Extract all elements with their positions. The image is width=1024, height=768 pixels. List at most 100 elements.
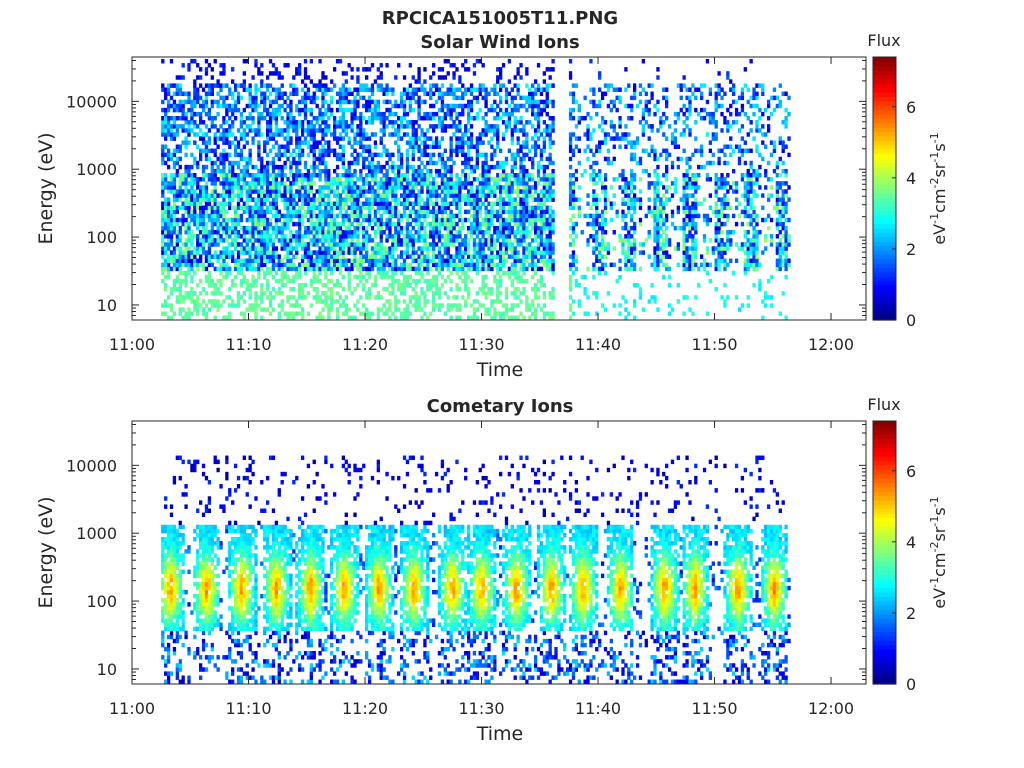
flux-cell <box>405 177 410 182</box>
flux-cell <box>499 250 503 255</box>
flux-cell <box>204 95 209 101</box>
flux-cell <box>292 246 296 251</box>
flux-cell <box>391 234 395 239</box>
flux-cell <box>166 217 171 223</box>
flux-cell <box>257 217 261 223</box>
flux-cell <box>437 173 442 178</box>
flux-cell <box>248 87 252 92</box>
flux-cell <box>484 103 488 109</box>
flux-cell <box>469 144 474 149</box>
flux-cell <box>190 173 194 178</box>
flux-cell <box>335 189 340 194</box>
flux-cell <box>338 156 343 162</box>
flux-cell <box>315 144 319 149</box>
flux-cell <box>260 164 264 170</box>
flux-cell <box>196 217 200 223</box>
flux-cell <box>321 197 325 202</box>
flux-cell <box>210 67 214 72</box>
flux-cell <box>300 221 305 227</box>
flux-cell <box>233 173 238 178</box>
flux-cell <box>201 99 206 105</box>
flux-cell <box>263 95 267 101</box>
flux-cell <box>373 193 378 198</box>
flux-cell <box>533 79 538 84</box>
flux-cell <box>429 173 433 178</box>
flux-cell <box>184 262 188 268</box>
flux-cell <box>169 95 174 101</box>
flux-cell <box>292 278 296 284</box>
flux-cell <box>260 173 264 178</box>
flux-cell <box>312 205 316 211</box>
flux-cell <box>464 282 468 288</box>
flux-cell <box>350 258 354 263</box>
flux-cell <box>347 173 351 178</box>
flux-cell <box>519 213 523 219</box>
flux-cell <box>245 185 249 190</box>
flux-cell <box>469 262 474 268</box>
flux-cell <box>420 246 424 251</box>
flux-cell <box>446 189 450 194</box>
flux-cell <box>373 181 378 186</box>
flux-cell <box>533 282 538 288</box>
flux-cell <box>353 132 357 137</box>
flux-cell <box>414 291 418 296</box>
flux-cell <box>265 124 270 129</box>
flux-cell <box>466 189 471 194</box>
flux-cell <box>481 193 485 198</box>
flux-cell <box>175 124 179 129</box>
flux-cell <box>280 115 284 121</box>
flux-cell <box>423 152 427 158</box>
flux-cell <box>525 120 529 125</box>
flux-cell <box>347 270 351 276</box>
flux-cell <box>184 111 188 117</box>
flux-cell <box>318 124 322 129</box>
flux-cell <box>283 136 287 141</box>
flux-cell <box>321 213 325 219</box>
flux-cell <box>239 136 244 141</box>
flux-cell <box>164 152 168 158</box>
flux-cell <box>324 124 328 129</box>
flux-cell <box>499 197 503 202</box>
flux-cell <box>391 91 395 97</box>
flux-cell <box>233 193 238 198</box>
flux-cell <box>309 221 313 227</box>
flux-cell <box>446 124 450 129</box>
flux-cell <box>464 160 468 166</box>
flux-cell <box>178 177 182 182</box>
flux-cell <box>184 282 188 288</box>
flux-cell <box>204 144 209 149</box>
flux-cell <box>233 107 238 113</box>
flux-cell <box>254 177 258 182</box>
flux-cell <box>201 140 206 145</box>
flux-cell <box>531 246 535 251</box>
flux-cell <box>239 258 244 263</box>
flux-cell <box>300 262 305 268</box>
flux-cell <box>248 173 252 178</box>
flux-cell <box>263 221 267 227</box>
flux-cell <box>365 254 369 259</box>
flux-cell <box>373 177 378 182</box>
flux-cell <box>510 197 514 202</box>
flux-cell <box>539 205 544 211</box>
flux-cell <box>216 128 220 133</box>
flux-cell <box>210 242 214 247</box>
flux-cell <box>169 258 174 263</box>
flux-cell <box>198 238 203 243</box>
flux-cell <box>248 225 252 231</box>
flux-cell <box>536 83 541 88</box>
flux-cell <box>178 246 182 251</box>
flux-cell <box>434 291 439 296</box>
flux-cell <box>210 262 214 268</box>
flux-cell <box>423 295 427 300</box>
flux-cell <box>332 132 337 137</box>
flux-cell <box>257 254 261 259</box>
flux-cell <box>446 58 450 64</box>
flux-cell <box>455 111 459 117</box>
flux-cell <box>525 242 529 247</box>
flux-cell <box>399 103 404 109</box>
flux-cell <box>516 189 520 194</box>
flux-cell <box>417 246 421 251</box>
flux-cell <box>306 266 311 272</box>
flux-cell <box>362 238 366 243</box>
flux-cell <box>539 250 544 255</box>
